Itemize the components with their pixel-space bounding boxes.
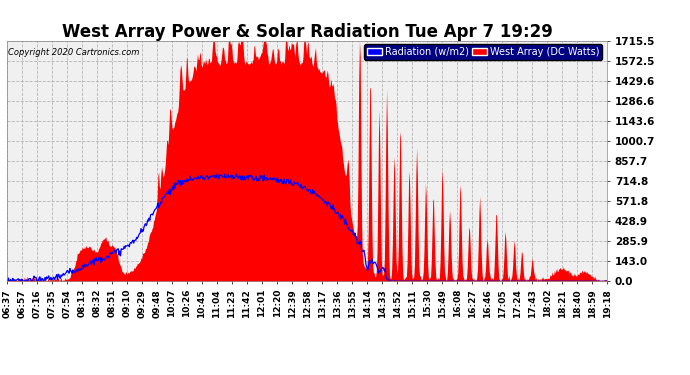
Text: Copyright 2020 Cartronics.com: Copyright 2020 Cartronics.com <box>8 48 139 57</box>
Title: West Array Power & Solar Radiation Tue Apr 7 19:29: West Array Power & Solar Radiation Tue A… <box>61 23 553 41</box>
Legend: Radiation (w/m2), West Array (DC Watts): Radiation (w/m2), West Array (DC Watts) <box>364 44 602 60</box>
